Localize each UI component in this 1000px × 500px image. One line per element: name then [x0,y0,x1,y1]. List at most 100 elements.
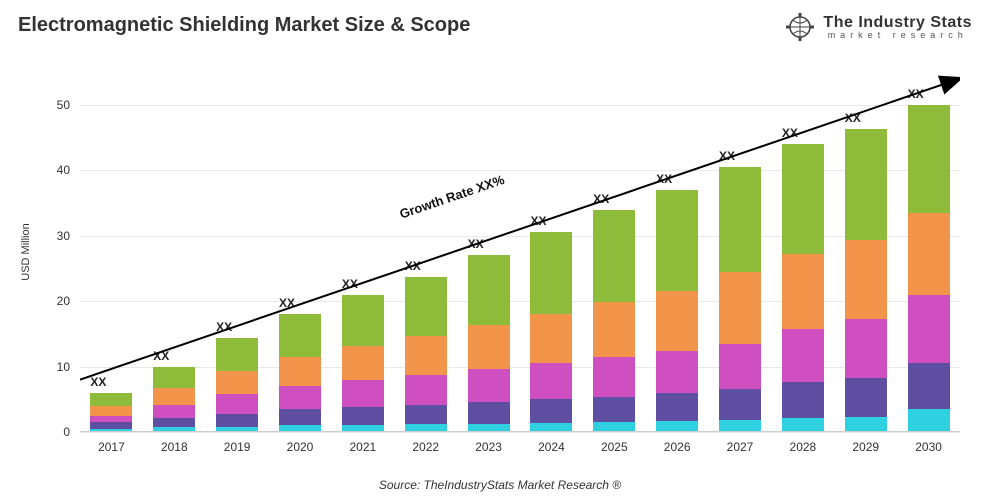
bar-slot: XX2023 [457,255,520,432]
bar-segment [342,407,384,425]
bar-value-label: XX [405,259,421,273]
bar-segment [90,393,132,406]
bar-segment [782,254,824,329]
bar-value-label: XX [530,214,546,228]
bar-segment [530,232,572,313]
y-tick-label: 20 [57,294,70,308]
bar-segment [656,393,698,420]
bar-value-label: XX [908,87,924,101]
bar-slot: XX2027 [709,167,772,432]
logo-line2: market research [823,31,972,40]
bar: XX [90,393,132,432]
bar: XX [153,367,195,432]
bar-segment [719,389,761,419]
bar-segment [342,295,384,346]
bar-value-label: XX [216,320,232,334]
x-axis-baseline [80,431,960,432]
bar-value-label: XX [782,126,798,140]
x-tick-label: 2028 [790,440,817,454]
bar-segment [216,394,258,414]
bar-segment [719,272,761,344]
bar-segment [656,291,698,351]
x-tick-label: 2025 [601,440,628,454]
bar-segment [782,144,824,254]
x-tick-label: 2030 [915,440,942,454]
bar: XX [530,232,572,432]
x-tick-label: 2024 [538,440,565,454]
bar-segment [845,378,887,417]
bar-segment [530,314,572,364]
bar-segment [656,190,698,291]
bar-segment [530,363,572,399]
bar-segment [405,336,447,375]
x-tick-label: 2023 [475,440,502,454]
x-tick-label: 2021 [350,440,377,454]
chart-container: Electromagnetic Shielding Market Size & … [0,0,1000,500]
bar-slot: XX2024 [520,232,583,432]
bar-segment [908,409,950,432]
bar: XX [279,314,321,432]
bar-value-label: XX [468,237,484,251]
bar-segment [845,417,887,432]
bar-value-label: XX [656,172,672,186]
bar-segment [908,295,950,364]
bar-segment [845,319,887,378]
bar-segment [593,302,635,357]
x-tick-label: 2022 [412,440,439,454]
bar-value-label: XX [153,349,169,363]
bar-segment [90,406,132,416]
bar: XX [216,338,258,432]
bar-segment [279,409,321,425]
source-attribution: Source: TheIndustryStats Market Research… [0,478,1000,492]
bar-value-label: XX [279,296,295,310]
bar: XX [908,105,950,432]
bars-group: XX2017XX2018XX2019XX2020XX2021XX2022XX20… [80,72,960,432]
gear-globe-icon [785,12,815,42]
plot-area: USD Million 01020304050 XX2017XX2018XX20… [80,72,960,432]
bar-segment [719,167,761,272]
bar-segment [153,388,195,404]
bar-segment [216,338,258,371]
bar: XX [342,295,384,432]
bar-segment [279,314,321,357]
bar-slot: XX2017 [80,393,143,432]
bar-segment [719,344,761,390]
bar-segment [405,375,447,404]
x-tick-label: 2029 [852,440,879,454]
bar-slot: XX2029 [834,129,897,432]
bar-segment [908,105,950,213]
logo-line1: The Industry Stats [823,15,972,31]
bar-segment [405,277,447,336]
bar-value-label: XX [342,277,358,291]
bar-segment [216,371,258,394]
bar-segment [405,405,447,425]
bar-slot: XX2022 [394,277,457,432]
x-tick-label: 2027 [727,440,754,454]
bar-slot: XX2020 [269,314,332,432]
bar-slot: XX2030 [897,105,960,432]
bar-slot: XX2026 [646,190,709,432]
brand-logo: The Industry Stats market research [785,12,972,42]
bar-slot: XX2025 [583,210,646,433]
y-tick-label: 30 [57,229,70,243]
x-tick-label: 2026 [664,440,691,454]
bar-segment [782,418,824,432]
bar-segment [153,418,195,428]
y-tick-label: 50 [57,98,70,112]
bar-segment [279,357,321,386]
bar-segment [342,346,384,381]
grid-line [80,432,960,433]
bar-segment [593,397,635,423]
bar-segment [530,399,572,423]
x-tick-label: 2017 [98,440,125,454]
bar: XX [719,167,761,432]
y-tick-label: 10 [57,360,70,374]
bar: XX [845,129,887,432]
bar-slot: XX2018 [143,367,206,432]
bar-segment [845,129,887,240]
bar-segment [153,367,195,389]
bar-segment [908,363,950,409]
bar-segment [593,210,635,303]
bar-segment [468,369,510,402]
bar-slot: XX2028 [771,144,834,432]
